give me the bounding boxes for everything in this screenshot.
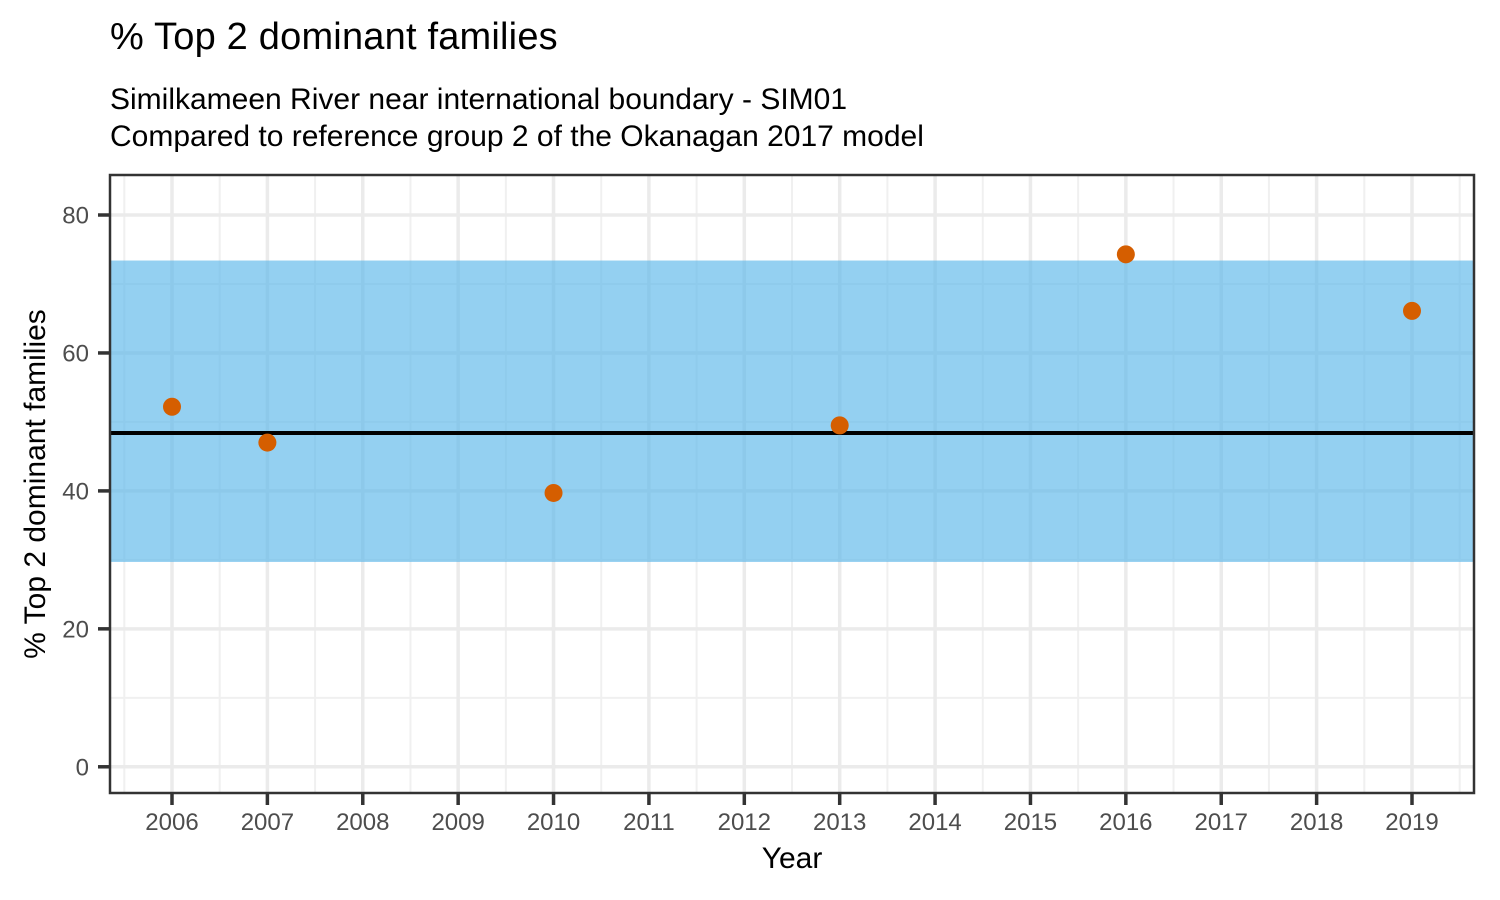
x-tick-label: 2006 [145,809,198,836]
x-tick-label: 2019 [1385,809,1438,836]
data-point-2010 [544,483,563,502]
x-tick-label: 2018 [1290,809,1343,836]
x-tick-label: 2010 [527,809,580,836]
panel-border [108,173,1476,795]
y-tick-label: 0 [76,754,89,781]
x-tick-label: 2015 [1004,809,1057,836]
reference-band [110,260,1474,562]
x-tick-label: 2009 [431,809,484,836]
x-tick-label: 2007 [241,809,294,836]
y-tick-label: 60 [62,340,89,367]
data-point-2006 [163,397,181,416]
x-tick-label: 2012 [718,809,771,836]
x-tick-label: 2008 [336,809,389,836]
x-tick-label: 2016 [1099,809,1152,836]
chart-subtitle-line-2: Compared to reference group 2 of the Oka… [110,120,924,153]
chart-title: % Top 2 dominant families [110,16,558,58]
x-tick-label: 2017 [1195,809,1248,836]
y-tick-label: 20 [62,616,89,643]
chart-subtitle-line-1: Similkameen River near international bou… [110,83,848,116]
data-point-2013 [830,416,849,435]
x-tick-label: 2014 [908,809,961,836]
x-tick-label: 2011 [623,809,675,836]
y-tick-label: 80 [62,203,89,230]
x-tick-label: 2013 [813,809,866,836]
chart-subtitle: Similkameen River near international bou… [110,81,924,155]
y-tick-label: 40 [62,478,89,505]
data-point-2007 [258,433,277,452]
data-point-2016 [1116,245,1135,264]
data-point-2019 [1403,301,1421,320]
x-axis-title: Year [761,842,823,875]
